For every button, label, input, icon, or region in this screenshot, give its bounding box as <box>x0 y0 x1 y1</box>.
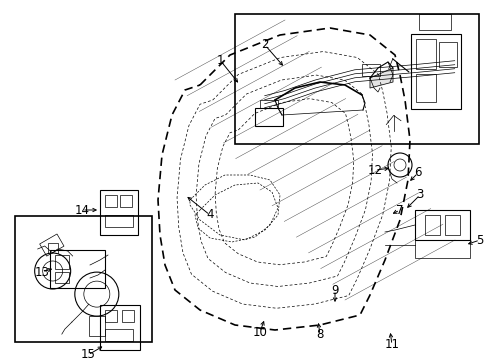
Bar <box>100 190 138 235</box>
Text: 15: 15 <box>81 348 95 360</box>
Bar <box>89 316 104 336</box>
Bar <box>438 42 456 67</box>
Bar <box>415 39 435 69</box>
Bar <box>105 329 133 341</box>
Bar <box>254 108 282 126</box>
Text: 12: 12 <box>367 163 382 176</box>
Bar <box>55 272 69 283</box>
Bar <box>122 310 134 322</box>
Text: 14: 14 <box>74 203 89 216</box>
Bar <box>259 100 277 108</box>
Bar <box>15 216 151 342</box>
Bar <box>361 64 379 76</box>
Bar <box>105 195 117 207</box>
Text: 6: 6 <box>413 166 421 180</box>
Text: 10: 10 <box>252 325 267 338</box>
Bar <box>424 215 439 235</box>
Bar <box>410 34 460 109</box>
Bar <box>414 210 469 240</box>
Bar <box>234 14 478 144</box>
Bar <box>50 250 105 288</box>
Bar <box>55 255 69 269</box>
Bar <box>414 240 469 258</box>
Text: 8: 8 <box>316 328 323 342</box>
Text: 7: 7 <box>395 203 403 216</box>
Bar <box>418 14 450 30</box>
Text: 1: 1 <box>216 54 224 67</box>
Text: 4: 4 <box>206 208 213 221</box>
Bar <box>105 310 117 322</box>
Text: 11: 11 <box>384 338 399 351</box>
Text: 9: 9 <box>330 284 338 297</box>
Polygon shape <box>369 68 392 88</box>
Bar <box>444 215 459 235</box>
Bar <box>415 74 435 102</box>
Text: 5: 5 <box>475 234 483 247</box>
Bar <box>105 215 133 227</box>
Bar <box>120 195 132 207</box>
Bar <box>40 234 64 256</box>
Text: 3: 3 <box>415 189 423 202</box>
Text: 2: 2 <box>261 39 268 51</box>
Bar <box>100 305 140 350</box>
Text: 13: 13 <box>35 266 49 279</box>
